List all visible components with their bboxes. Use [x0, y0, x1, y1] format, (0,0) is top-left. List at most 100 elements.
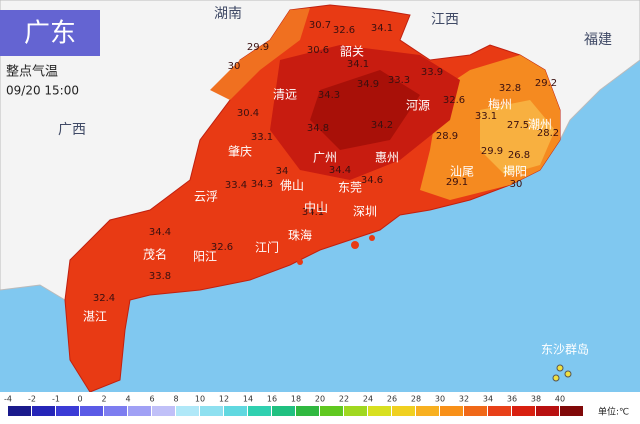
legend-swatch [272, 406, 295, 416]
legend-tick: 12 [219, 395, 229, 404]
legend-tick: 40 [555, 395, 565, 404]
temperature: 34.2 [371, 120, 393, 131]
temperature: 33.9 [421, 67, 443, 78]
legend-swatch [248, 406, 271, 416]
legend-swatch [104, 406, 127, 416]
legend-swatch [440, 406, 463, 416]
city-label: 江门 [255, 240, 279, 255]
temperature: 32.8 [499, 83, 521, 94]
legend-tick: 24 [363, 395, 373, 404]
temperature: 34.1 [347, 59, 369, 70]
temperature: 33.3 [388, 75, 410, 86]
legend-tick: -1 [52, 395, 60, 404]
legend-tick: 34 [483, 395, 493, 404]
temperature: 29.1 [446, 177, 468, 188]
legend-swatch [536, 406, 559, 416]
city-label: 清远 [273, 88, 297, 102]
legend-tick: -2 [28, 395, 36, 404]
legend-tick: 2 [101, 395, 106, 404]
region-label: 湖南 [214, 6, 242, 22]
city-label: 阳江 [193, 250, 217, 264]
legend-tick: 14 [243, 395, 253, 404]
temperature: 32.6 [333, 25, 355, 36]
city-label: 潮州 [528, 117, 552, 132]
title-box [0, 10, 100, 56]
city-label: 湛江 [83, 310, 107, 324]
legend-swatch [416, 406, 439, 416]
temperature: 34.1 [302, 207, 324, 218]
legend-swatch [8, 406, 31, 416]
city-label: 韶关 [340, 44, 364, 59]
legend-swatch [32, 406, 55, 416]
region-label: 江西 [431, 12, 459, 28]
region-label: 广西 [58, 122, 86, 138]
city-label: 茂名 [143, 247, 167, 262]
temperature: 26.8 [508, 150, 530, 161]
legend-swatch [224, 406, 247, 416]
temperature: 30 [510, 179, 523, 190]
temperature: 28.9 [436, 131, 458, 142]
legend-tick: 26 [387, 395, 397, 404]
legend-unit: 单位:℃ [598, 406, 629, 418]
legend-tick: 28 [411, 395, 421, 404]
time: 09/20 15:00 [6, 84, 79, 98]
legend-swatch [488, 406, 511, 416]
legend-tick: 10 [195, 395, 205, 404]
legend-swatch [128, 406, 151, 416]
temperature: 30.7 [309, 20, 331, 31]
legend-tick: 16 [267, 395, 277, 404]
city-label: 惠州 [375, 151, 399, 165]
legend-swatch [512, 406, 535, 416]
legend-tick: 38 [531, 395, 541, 404]
temperature: 29.9 [481, 146, 503, 157]
temperature: 27.5 [507, 120, 529, 131]
temperature: 33.1 [475, 111, 497, 122]
temperature: 30.4 [237, 108, 259, 119]
region-label: 福建 [584, 32, 612, 48]
zone-west [210, 8, 310, 100]
legend-swatch [56, 406, 79, 416]
temperature: 28.2 [537, 128, 559, 139]
legend-swatch [344, 406, 367, 416]
temperature: 33.1 [251, 132, 273, 143]
temperature: 32.6 [443, 95, 465, 106]
legend-tick: 8 [173, 395, 178, 404]
temperature: 34.3 [318, 90, 340, 101]
legend-tick: 20 [315, 395, 325, 404]
legend-tick: 32 [459, 395, 469, 404]
city-label: 珠海 [288, 228, 312, 243]
legend-swatch [464, 406, 487, 416]
legend-swatch [560, 406, 583, 416]
legend-tick: 36 [507, 395, 517, 404]
temperature: 29.9 [247, 42, 269, 53]
temperature: 34.8 [307, 123, 329, 134]
legend-tick: 0 [77, 395, 82, 404]
city-label: 揭阳 [503, 164, 527, 179]
city-label: 东莞 [338, 181, 362, 195]
temperature: 34.4 [149, 227, 171, 238]
city-label: 梅州 [488, 97, 512, 112]
product: 整点气温 [6, 64, 58, 80]
temperature: 34 [276, 166, 289, 177]
temperature: 34.6 [361, 175, 383, 186]
legend-swatch [200, 406, 223, 416]
temperature: 34.3 [251, 179, 273, 190]
zone-east-core [480, 100, 555, 175]
legend-swatch [80, 406, 103, 416]
legend-swatch [152, 406, 175, 416]
title: 广东 [24, 19, 76, 49]
legend-swatch [392, 406, 415, 416]
temperature: 34.1 [371, 23, 393, 34]
legend-swatch [320, 406, 343, 416]
legend-tick: 18 [291, 395, 301, 404]
legend-tick: -4 [4, 395, 12, 404]
temperature: 32.4 [93, 293, 115, 304]
legend-swatch [296, 406, 319, 416]
city-label: 河源 [406, 99, 430, 113]
city-label: 汕尾 [450, 165, 474, 179]
legend-tick: 30 [435, 395, 445, 404]
legend-swatch [368, 406, 391, 416]
temperature: 33.8 [149, 271, 171, 282]
city-label: 东沙群岛 [541, 342, 589, 357]
